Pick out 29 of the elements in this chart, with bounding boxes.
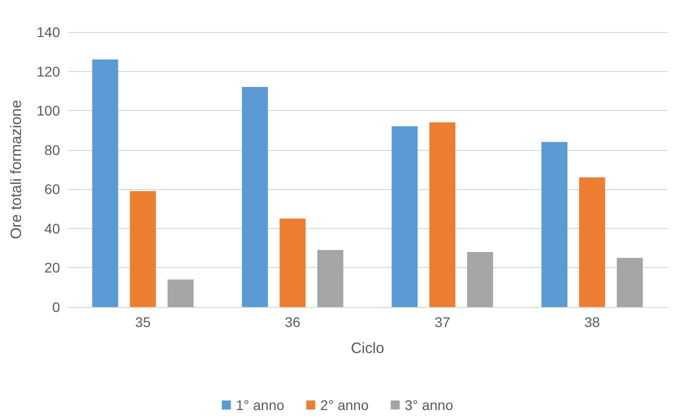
y-tick-label: 0 [52,299,60,315]
bar [541,142,568,307]
x-axis-title: Ciclo [350,340,384,357]
bar [579,177,606,307]
x-tick-label: 38 [584,314,600,330]
bar [317,250,344,307]
y-tick-label: 120 [36,63,60,80]
bar [392,126,418,307]
bar [616,258,643,307]
legend-label: 2° anno [320,397,369,413]
y-tick-label: 100 [36,102,60,119]
x-tick-label: 35 [135,314,151,330]
bar [467,252,494,307]
bar [280,218,306,307]
bar [168,280,194,307]
y-tick-label: 80 [44,142,60,158]
x-tick-label: 36 [284,314,301,330]
y-tick-label: 20 [44,260,60,276]
y-tick-label: 40 [44,220,60,236]
legend-label: 1° anno [236,397,285,413]
y-tick-label: 60 [44,181,60,198]
bar [429,122,456,307]
y-tick-label: 140 [36,24,60,40]
bar [130,191,156,307]
bar [242,87,268,307]
y-axis-title: Ore totali formazione [8,100,25,240]
bar [92,60,118,307]
x-tick-label: 37 [434,314,450,330]
legend-label: 3° anno [404,397,454,413]
